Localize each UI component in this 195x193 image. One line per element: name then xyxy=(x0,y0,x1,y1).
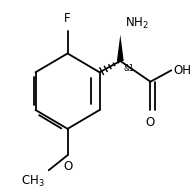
Text: &1: &1 xyxy=(123,64,134,73)
Polygon shape xyxy=(117,35,124,61)
Text: NH$_2$: NH$_2$ xyxy=(125,16,149,31)
Text: F: F xyxy=(64,12,71,25)
Text: O: O xyxy=(63,160,72,173)
Text: O: O xyxy=(146,116,155,129)
Text: CH$_3$: CH$_3$ xyxy=(21,174,45,189)
Text: OH: OH xyxy=(173,64,191,77)
